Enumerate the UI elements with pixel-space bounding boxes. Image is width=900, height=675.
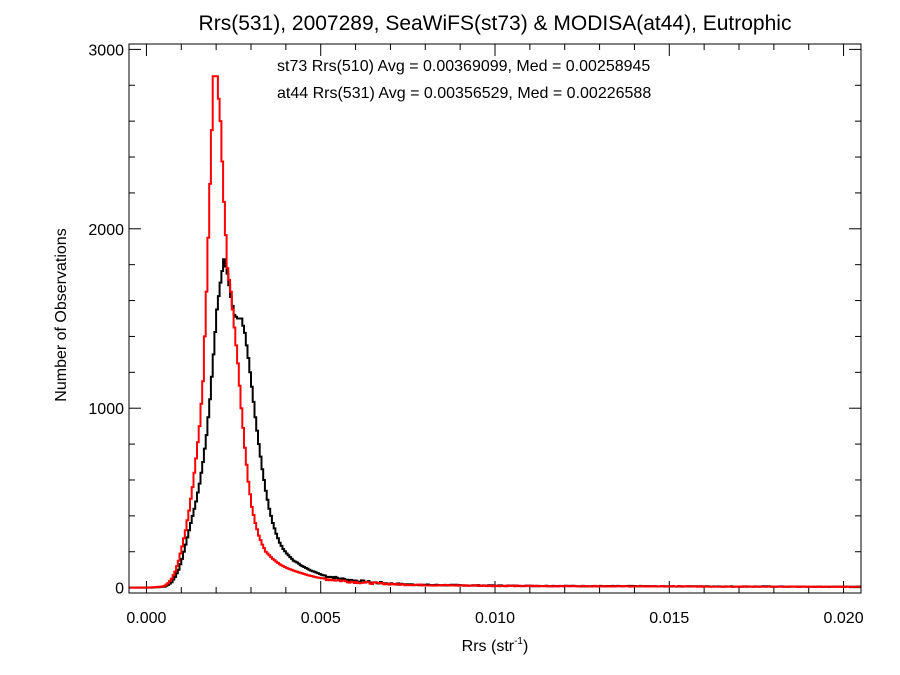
legend-at44-stats: at44 Rrs(531) Avg = 0.00356529, Med = 0.… [277, 85, 651, 102]
x-tick-label: 0.020 [824, 610, 864, 627]
axis-ticks: 0.000 0.005 0.010 0.015 0.020 0 1000 2000 3000 [88, 42, 863, 627]
x-axis-label: Rrs (str-1) [462, 636, 529, 655]
x-tick-label: 0.015 [649, 610, 689, 627]
series-layer [129, 75, 861, 589]
y-tick-label: 0 [115, 581, 124, 598]
x-tick-label: 0.005 [301, 610, 341, 627]
y-tick-label: 2000 [88, 222, 124, 239]
x-tick-label: 0.000 [126, 610, 166, 627]
x-tick-label: 0.010 [475, 610, 515, 627]
series-st73-histogram [129, 258, 861, 589]
y-axis-label: Number of Observations [53, 228, 70, 401]
y-tick-label: 3000 [88, 42, 124, 59]
series-at44-histogram [129, 75, 861, 589]
plot-frame [128, 43, 862, 594]
y-tick-label: 1000 [88, 401, 124, 418]
x-axis-label-main: Rrs (str [462, 638, 515, 655]
chart-title: Rrs(531), 2007289, SeaWiFS(st73) & MODIS… [199, 12, 792, 35]
legend-st73-stats: st73 Rrs(510) Avg = 0.00369099, Med = 0.… [277, 58, 650, 75]
x-axis-label-sup: -1 [514, 636, 523, 647]
x-axis-label-end: ) [523, 638, 528, 655]
